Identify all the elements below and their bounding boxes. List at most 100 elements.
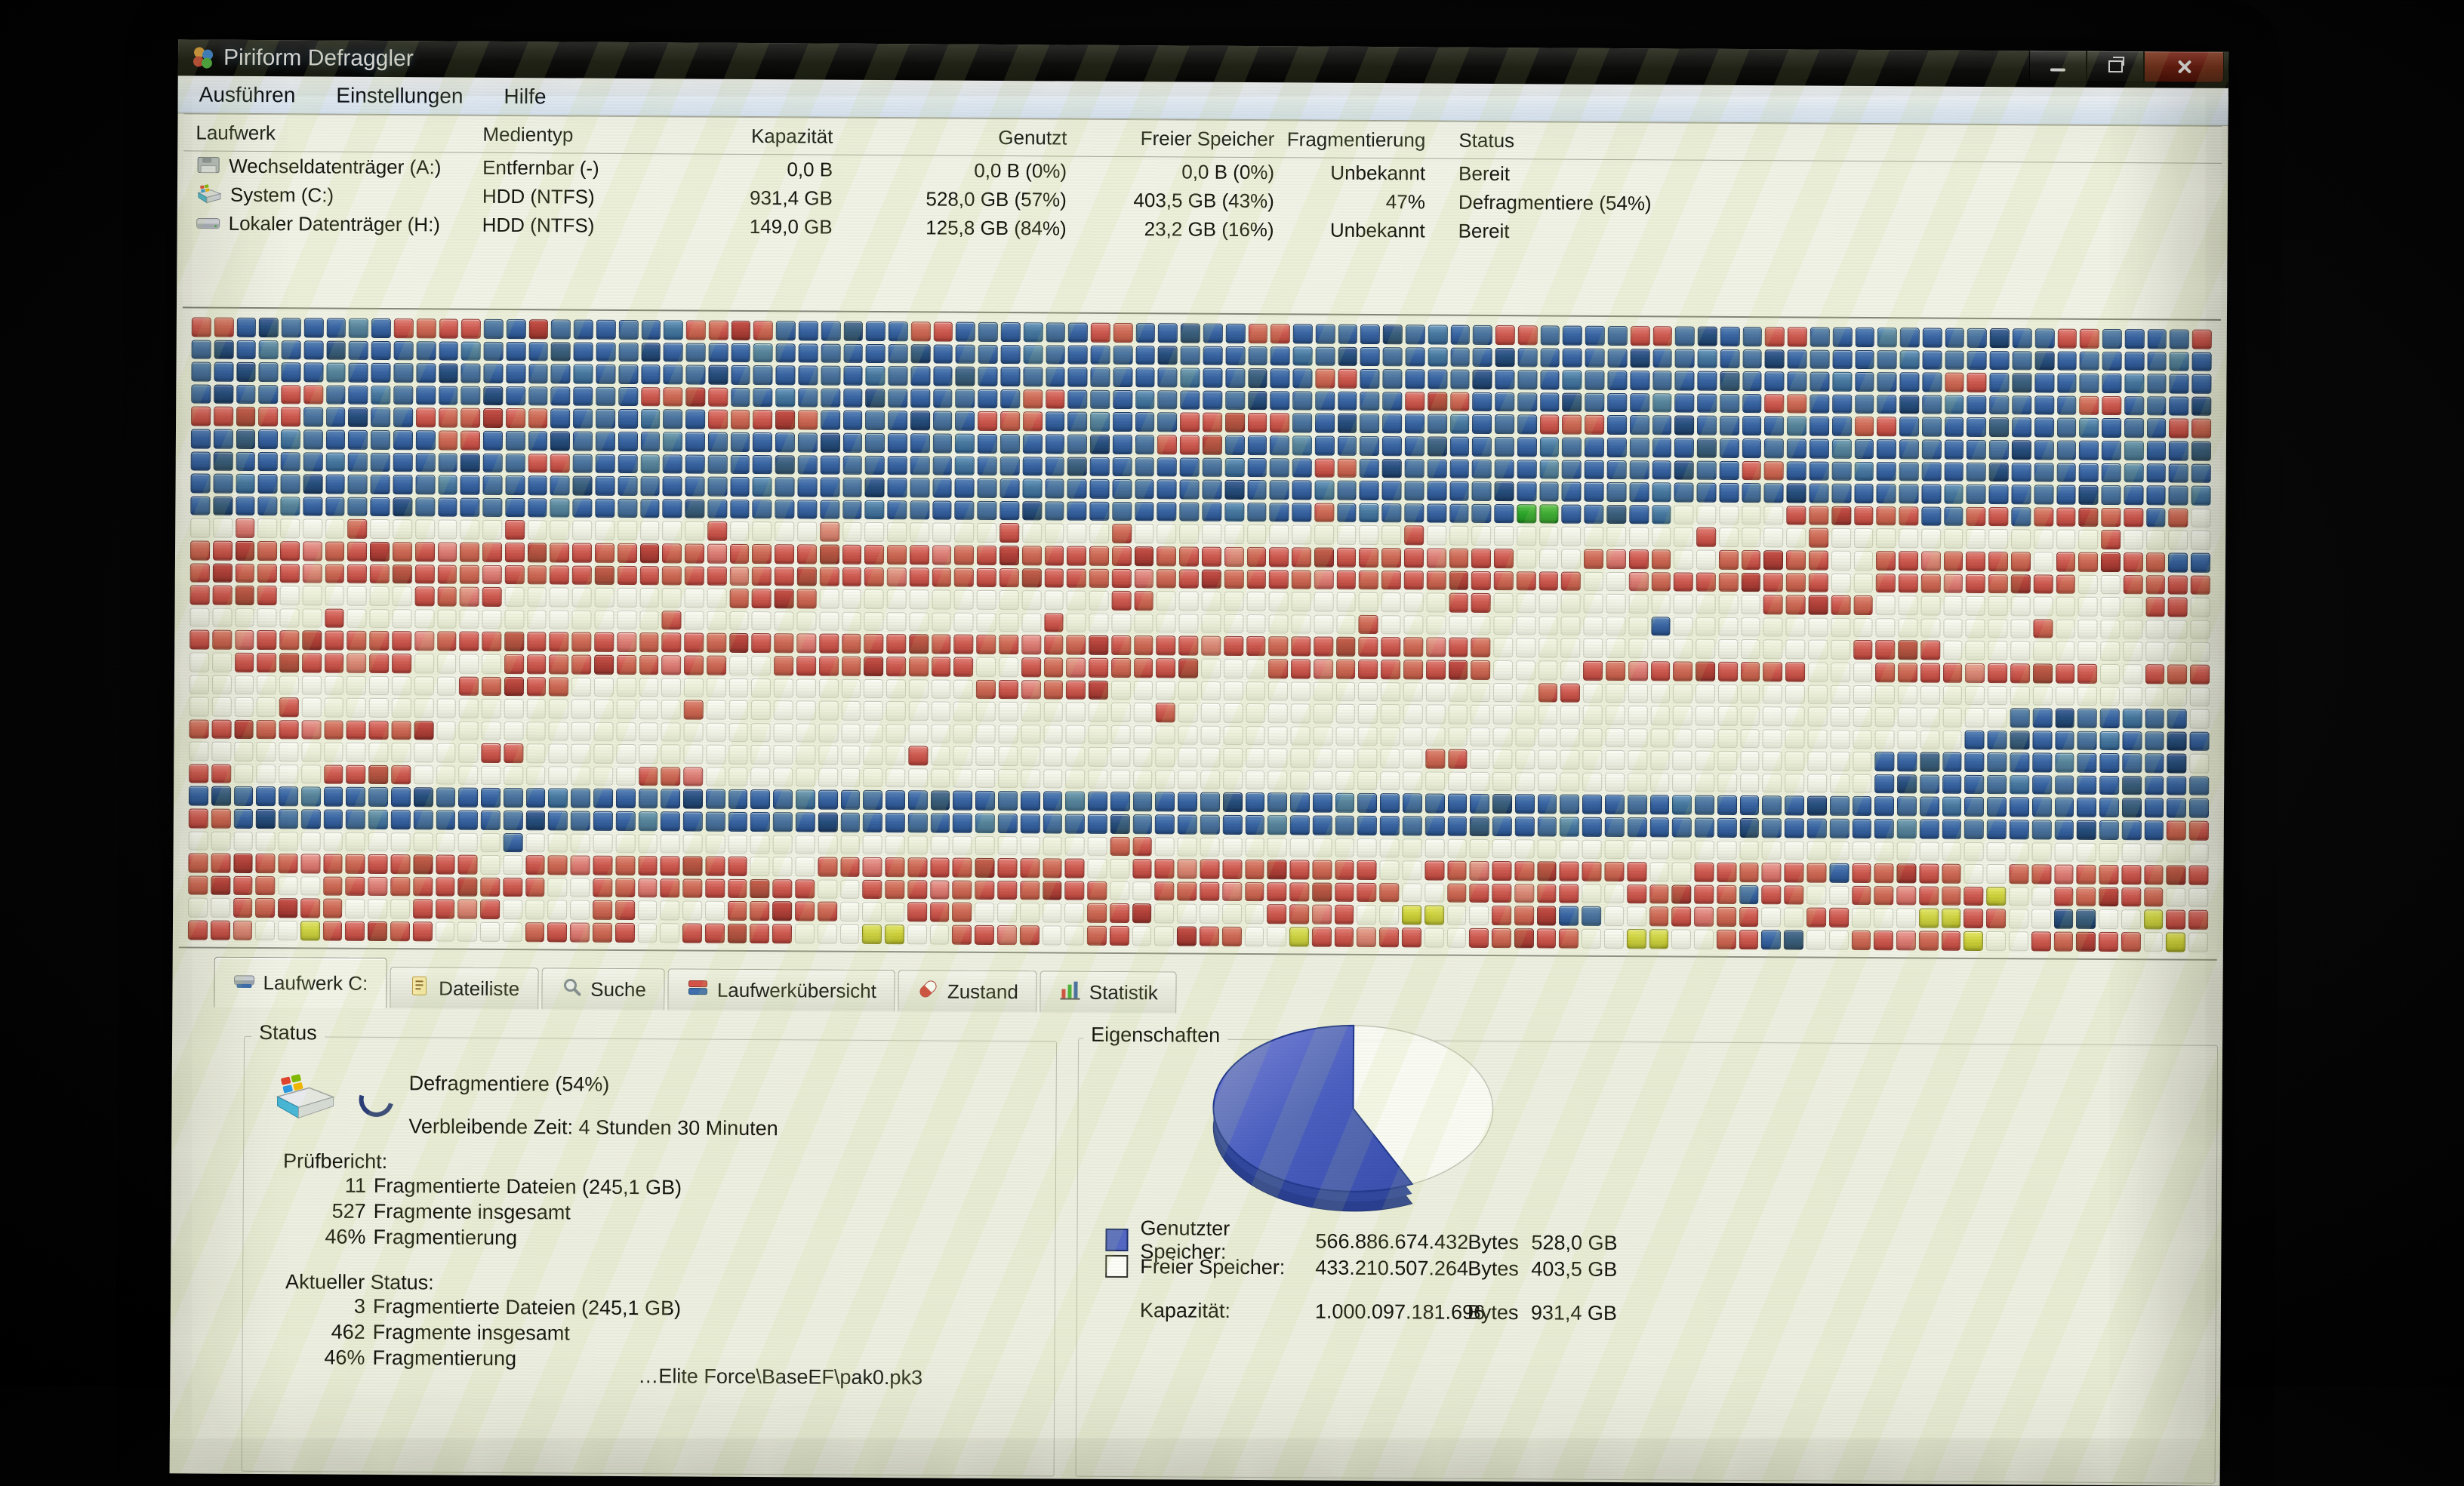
map-block [1560, 749, 1580, 770]
map-block [1809, 483, 1829, 503]
map-block [1493, 638, 1514, 658]
tab-suche[interactable]: Suche [541, 968, 666, 1011]
map-block [1427, 503, 1446, 523]
map-block [300, 876, 321, 896]
map-block [1223, 658, 1243, 678]
map-block [1089, 478, 1110, 499]
map-block [2168, 552, 2188, 573]
column-header-0[interactable]: Laufwerk [196, 120, 276, 144]
menu-item-hilfe[interactable]: Hilfe [504, 84, 547, 108]
map-block [2078, 530, 2099, 549]
tab-statistik[interactable]: Statistik [1040, 971, 1178, 1014]
map-block [1133, 703, 1153, 722]
map-block [1379, 838, 1400, 858]
map-block [909, 545, 929, 565]
column-header-6[interactable]: Status [1458, 128, 1515, 152]
map-block [1270, 413, 1290, 433]
map-block [1268, 636, 1289, 657]
map-block [640, 454, 661, 474]
map-block [662, 454, 682, 474]
map-block [393, 318, 414, 338]
table-row[interactable]: Lokaler Datenträger (H:) HDD (NTFS) 149,0 … [183, 208, 2222, 249]
column-header-3[interactable]: Genutzt [998, 125, 1067, 149]
map-block [479, 921, 500, 942]
menu-item-ausführen[interactable]: Ausführen [199, 82, 296, 106]
map-block [393, 452, 413, 472]
minimize-button[interactable] [2028, 51, 2087, 82]
map-block [1649, 885, 1669, 904]
map-block [1806, 841, 1827, 860]
map-block [1582, 928, 1602, 949]
map-block [685, 409, 706, 429]
table-row[interactable]: System (C:) HDD (NTFS) 931,4 GB 528,0 GB (5… [183, 180, 2222, 220]
map-block [1876, 484, 1896, 504]
drive-name: Wechseldatenträger (A:) [196, 154, 482, 179]
map-block [975, 858, 995, 878]
map-block [1379, 816, 1400, 835]
map-block [1021, 546, 1042, 565]
map-block [1674, 482, 1694, 503]
map-block [685, 454, 705, 474]
map-block [1358, 659, 1378, 679]
map-block [1043, 679, 1064, 700]
map-block [1763, 550, 1784, 570]
map-block [211, 853, 231, 873]
map-block [2099, 798, 2119, 818]
map-block [233, 808, 254, 829]
map-block [617, 565, 637, 586]
map-block [2124, 374, 2145, 394]
map-block [279, 653, 300, 672]
map-block [1896, 886, 1917, 906]
map-block [2011, 506, 2031, 527]
close-button[interactable] [2143, 51, 2225, 83]
map-block [887, 522, 907, 543]
map-block [1067, 411, 1088, 432]
map-block [1943, 551, 1964, 571]
map-block [705, 856, 725, 876]
map-block [550, 386, 571, 406]
column-header-4[interactable]: Freier Speicher [1140, 126, 1275, 150]
drive-map-icon [687, 976, 710, 1004]
map-block [1381, 681, 1400, 702]
map-block [618, 365, 639, 384]
column-header-5[interactable]: Fragmentierung [1286, 127, 1426, 151]
map-block [661, 744, 681, 765]
map-block [1537, 749, 1557, 770]
map-block [371, 385, 391, 405]
tab-dateiliste[interactable]: Dateiliste [390, 967, 539, 1010]
map-block [2078, 463, 2099, 483]
map-block [348, 452, 368, 472]
map-block [2077, 820, 2097, 840]
map-block [1157, 368, 1178, 388]
map-block [975, 746, 996, 766]
map-block [663, 365, 683, 385]
table-row[interactable]: Wechseldatenträger (A:) Entfernbar (-) 0,0… [183, 151, 2222, 192]
map-block [1876, 573, 1896, 593]
map-block [910, 478, 930, 498]
tab-zustand[interactable]: Zustand [898, 970, 1038, 1013]
map-block [1424, 816, 1445, 836]
tab-laufwerk-bersicht[interactable]: Laufwerkübersicht [667, 968, 896, 1012]
map-block [729, 521, 750, 541]
column-header-2[interactable]: Kapazität [750, 124, 833, 148]
map-block [1495, 325, 1515, 345]
column-header-1[interactable]: Medientyp [482, 122, 574, 146]
map-block [1785, 751, 1805, 771]
map-block [1045, 478, 1064, 499]
map-block [1763, 572, 1784, 592]
map-block [752, 499, 772, 519]
tab-strip: Laufwerk C: Dateiliste Suche Laufwerkübersi… [214, 952, 1180, 1014]
map-block [955, 411, 975, 431]
map-block [798, 388, 818, 408]
map-block [1696, 527, 1717, 547]
tab-laufwerk-c-[interactable]: Laufwerk C: [214, 956, 387, 1009]
map-block [593, 699, 614, 719]
map-block [617, 543, 637, 563]
map-block [1560, 728, 1580, 747]
menu-item-einstellungen[interactable]: Einstellungen [336, 83, 464, 108]
map-block [572, 475, 593, 496]
map-block [2009, 909, 2028, 929]
map-block [864, 634, 884, 654]
restore-button[interactable] [2086, 51, 2145, 83]
map-block [393, 497, 413, 517]
